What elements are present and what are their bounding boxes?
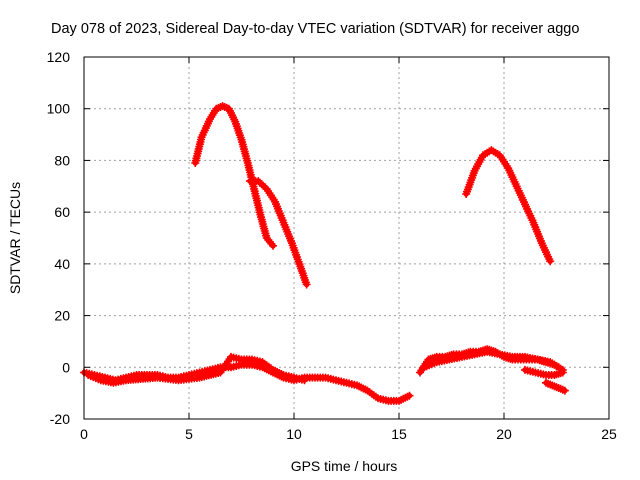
satellite-arc-1 xyxy=(191,102,277,250)
low-band-d xyxy=(420,347,563,372)
y-tick-label: 20 xyxy=(54,308,70,324)
data-point-marker xyxy=(300,376,309,385)
data-point-marker xyxy=(558,368,567,377)
data-point-marker xyxy=(269,241,277,250)
data-point-marker xyxy=(405,391,414,400)
y-tick-label: 120 xyxy=(47,49,71,65)
y-axis-label: SDTVAR / TECUs xyxy=(7,182,23,294)
x-axis-label: GPS time / hours xyxy=(291,458,398,474)
y-tick-label: 0 xyxy=(62,359,70,375)
axis-tick-labels: 0 5 10 15 20 25 -20 0 20 40 60 80 100 120 xyxy=(47,49,617,442)
x-tick-label: 10 xyxy=(286,426,302,442)
grid-lines xyxy=(84,57,609,419)
low-band-b xyxy=(84,352,309,387)
x-tick-label: 5 xyxy=(185,426,193,442)
y-tick-label: -20 xyxy=(50,411,70,427)
satellite-arc-3 xyxy=(462,146,555,266)
data-series xyxy=(80,102,569,405)
low-band-e xyxy=(521,365,567,379)
x-tick-label: 25 xyxy=(601,426,617,442)
y-tick-label: 40 xyxy=(54,256,70,272)
y-tick-label: 80 xyxy=(54,152,70,168)
x-tick-label: 15 xyxy=(391,426,407,442)
chart-title: Day 078 of 2023, Sidereal Day-to-day VTE… xyxy=(51,21,579,37)
y-tick-label: 100 xyxy=(47,101,71,117)
satellite-arc-2 xyxy=(245,177,311,289)
data-point-marker xyxy=(546,257,555,266)
y-tick-label: 60 xyxy=(54,204,70,220)
x-tick-label: 0 xyxy=(80,426,88,442)
low-band-f xyxy=(542,378,569,395)
plot-frame xyxy=(83,56,610,420)
x-tick-label: 20 xyxy=(496,426,512,442)
data-point-marker xyxy=(560,386,569,395)
data-point-marker xyxy=(302,280,311,289)
axis-ticks xyxy=(83,56,610,420)
